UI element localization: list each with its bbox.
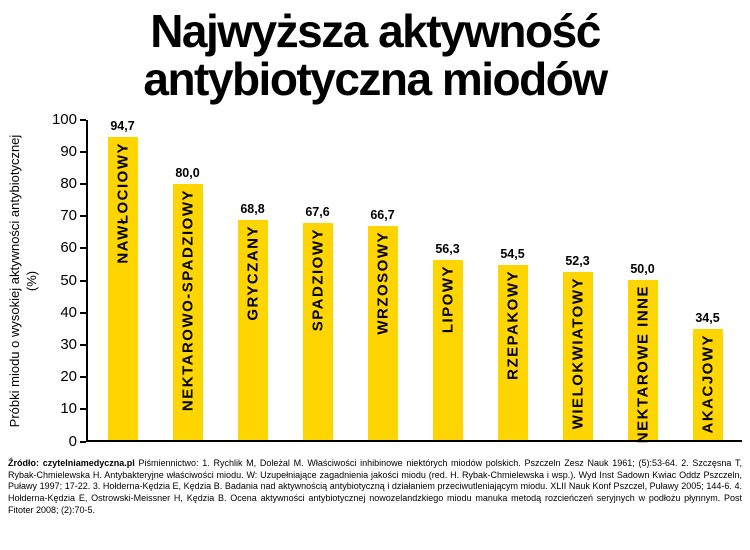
bar-category-label: GRYCZANY — [244, 224, 261, 321]
bar: WIELOKWIATOWY — [562, 272, 593, 440]
bar-slot: 52,3 WIELOKWIATOWY — [545, 120, 610, 440]
bar-category-label: WRZOSOWY — [374, 231, 391, 335]
y-tick-label: 70 — [60, 207, 77, 225]
bar-slot: 50,0 NEKTAROWE INNE — [610, 120, 675, 443]
y-axis: 0 10 20 30 40 50 60 70 80 90 100 — [48, 111, 86, 450]
bar: NAWŁOCIOWY — [107, 136, 138, 440]
y-tick-label: 80 — [60, 175, 77, 193]
bar-slot: 94,7 NAWŁOCIOWY — [90, 118, 155, 440]
y-tick-label: 20 — [60, 368, 77, 386]
bar-category-label: RZEPAKOWY — [504, 270, 521, 381]
bar-value-label: 34,5 — [695, 311, 720, 326]
bar: GRYCZANY — [237, 219, 268, 440]
footer-citations: Źródło: czytelniamedyczna.pl Piśmiennict… — [8, 458, 742, 517]
y-tick-mark — [80, 118, 86, 121]
bar-value-label: 54,5 — [500, 247, 525, 262]
y-tick-mark — [80, 247, 86, 250]
y-tick-label: 40 — [60, 303, 77, 321]
y-tick-mark — [80, 408, 86, 411]
bar-slot: 80,0 NEKTAROWO-SPADZIOWY — [155, 120, 220, 440]
bar-value-label: 56,3 — [435, 241, 460, 256]
bar-category-label: AKACJOWY — [699, 334, 716, 434]
bar-value-label: 50,0 — [630, 261, 655, 276]
y-axis-title: Próbki miodu o wysokiej aktywności antyb… — [7, 134, 39, 427]
bar: NEKTAROWE INNE — [627, 279, 658, 443]
bar: SPADZIOWY — [302, 223, 333, 440]
bar-category-label: NAWŁOCIOWY — [114, 141, 131, 264]
y-tick-label: 60 — [60, 239, 77, 257]
bar-value-label: 68,8 — [240, 201, 265, 216]
page-title-line2: antybiotyczna miodów — [143, 52, 608, 105]
bar-slot: 54,5 RZEPAKOWY — [480, 120, 545, 440]
y-tick-mark — [80, 150, 86, 153]
bar-category-label: SPADZIOWY — [309, 228, 326, 332]
plot-area: 94,7 NAWŁOCIOWY 80,0 NEKTAROWO-SPADZIOWY 68,… — [86, 118, 742, 443]
bar-category-label: LIPOWY — [439, 264, 456, 333]
y-tick-mark — [80, 279, 86, 282]
bar-chart: Próbki miodu o wysokiej aktywności antyb… — [0, 111, 750, 450]
bar-category-label: WIELOKWIATOWY — [569, 277, 586, 430]
bar: NEKTAROWO-SPADZIOWY — [172, 183, 203, 440]
footer-references: Piśmiennictwo: 1. Rychlik M, Doleżal M. … — [8, 457, 742, 516]
bar-slot: 66,7 WRZOSOWY — [350, 120, 415, 440]
y-tick-label: 10 — [60, 400, 77, 418]
bar-category-label: NEKTAROWO-SPADZIOWY — [179, 188, 196, 411]
y-axis-title-box: Próbki miodu o wysokiej aktywności antyb… — [0, 120, 48, 442]
y-tick-mark — [80, 215, 86, 218]
bar-value-label: 67,6 — [305, 205, 330, 220]
y-tick-label: 30 — [60, 336, 77, 354]
bar: WRZOSOWY — [367, 226, 398, 440]
bar-value-label: 52,3 — [565, 254, 590, 269]
bar-slot: 34,5 AKACJOWY — [675, 120, 740, 440]
y-tick-mark — [80, 311, 86, 314]
bar-slot: 68,8 GRYCZANY — [220, 120, 285, 440]
y-tick-label: 0 — [68, 432, 77, 450]
y-tick-mark — [80, 440, 86, 443]
bar-value-label: 94,7 — [110, 118, 135, 133]
bar-value-label: 66,7 — [370, 208, 395, 223]
bar-slot: 56,3 LIPOWY — [415, 120, 480, 440]
y-tick-label: 50 — [60, 271, 77, 289]
page-title: Najwyższa aktywność antybiotyczna miodów — [0, 5, 750, 105]
bar: AKACJOWY — [692, 329, 723, 440]
bar: LIPOWY — [432, 259, 463, 440]
bar-slot: 67,6 SPADZIOWY — [285, 120, 350, 440]
y-tick-mark — [80, 344, 86, 347]
bar-value-label: 80,0 — [175, 165, 200, 180]
bar-category-label: NEKTAROWE INNE — [634, 284, 651, 443]
y-tick-label: 100 — [51, 110, 77, 128]
bar: RZEPAKOWY — [497, 265, 528, 440]
page-title-line1: Najwyższa aktywność — [150, 5, 601, 57]
bars: 94,7 NAWŁOCIOWY 80,0 NEKTAROWO-SPADZIOWY 68,… — [88, 118, 742, 443]
footer-source: Źródło: czytelniamedyczna.pl — [8, 457, 135, 468]
y-tick-mark — [80, 376, 86, 379]
y-tick-mark — [80, 183, 86, 186]
y-tick-label: 90 — [60, 142, 77, 160]
